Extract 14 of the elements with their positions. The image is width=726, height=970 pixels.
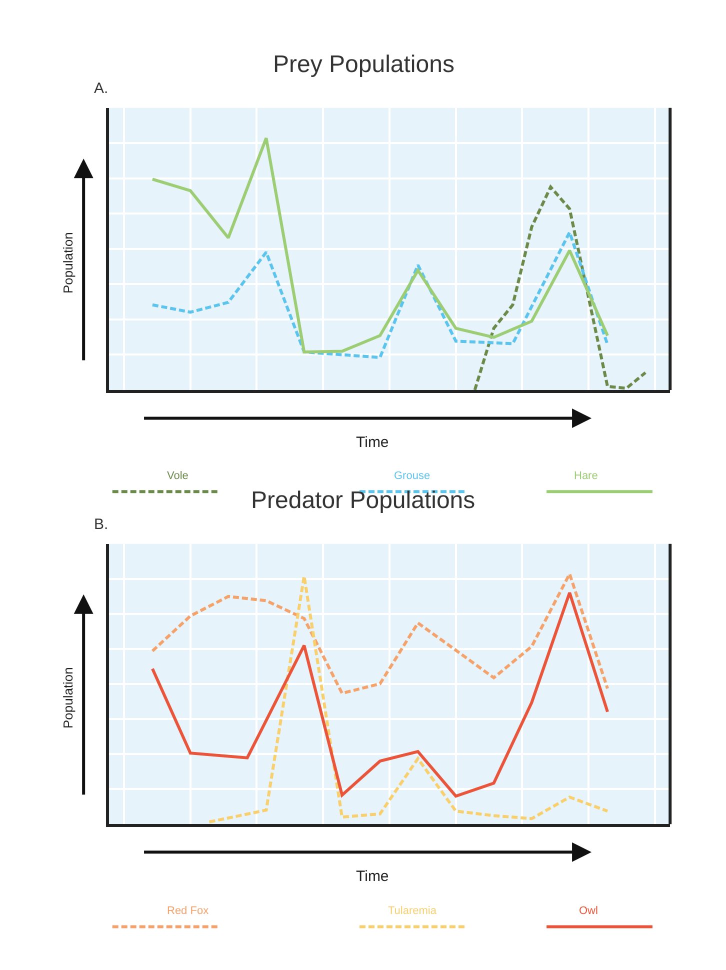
y-axis-title: Population — [60, 667, 76, 729]
text: Owl — [579, 905, 598, 917]
text: Tularemia — [388, 905, 438, 917]
text: Red Fox — [167, 905, 210, 917]
text: Hare — [574, 470, 598, 482]
x-axis-title: Time — [356, 434, 389, 451]
text: B. — [94, 516, 108, 533]
chart-title: Predator Populations — [251, 487, 476, 514]
text: Vole — [167, 470, 188, 482]
y-axis-title: Population — [60, 232, 76, 294]
chart-title: Prey Populations — [273, 51, 454, 78]
text: Grouse — [394, 470, 430, 482]
x-axis-title: Time — [356, 868, 389, 885]
text: A. — [94, 80, 108, 97]
